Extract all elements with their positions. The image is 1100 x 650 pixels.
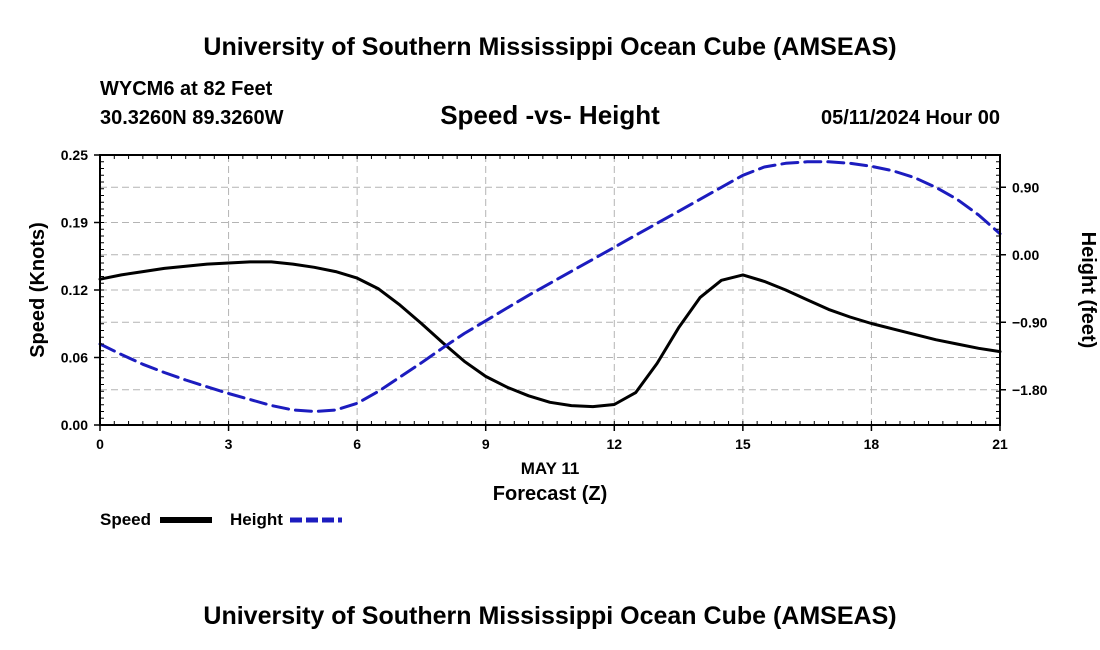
height-series-line (98, 160, 1002, 413)
series-layer (98, 160, 1002, 413)
legend: Speed Height (100, 510, 342, 529)
x-tick-label: 21 (992, 436, 1008, 452)
speed-series-line (98, 260, 1002, 409)
legend-height-label: Height (230, 510, 283, 529)
x-tick-label: 12 (606, 436, 622, 452)
coords-label: 30.3260N 89.3260W (100, 107, 284, 129)
legend-speed-label: Speed (100, 510, 151, 529)
y-right-tick-label: 0.90 (1012, 179, 1039, 195)
x-date-label: MAY 11 (521, 459, 580, 478)
title-bottom: University of Southern Mississippi Ocean… (203, 602, 896, 630)
y-left-tick-label: 0.25 (61, 147, 88, 163)
x-tick-label: 0 (96, 436, 104, 452)
datetime-label: 05/11/2024 Hour 00 (821, 107, 1000, 129)
x-tick-label: 3 (225, 436, 233, 452)
title-top: University of Southern Mississippi Ocean… (203, 33, 896, 61)
x-tick-label: 15 (735, 436, 751, 452)
y-left-tick-label: 0.19 (61, 215, 88, 231)
chart-subtitle: Speed -vs- Height (440, 100, 660, 130)
y-right-tick-label: 0.00 (1012, 247, 1039, 263)
axis-ticks: 0 3 6 9 12 15 18 21 0.00 0.06 0.12 0.19 0.25 −1.80 −0.… (61, 147, 1048, 452)
y-right-tick-label: −0.90 (1012, 314, 1048, 330)
x-tick-label: 9 (482, 436, 490, 452)
station-label: WYCM6 at 82 Feet (100, 78, 273, 100)
y-left-tick-label: 0.00 (61, 417, 88, 433)
x-tick-label: 18 (864, 436, 880, 452)
y-right-tick-label: −1.80 (1012, 382, 1048, 398)
x-tick-label: 6 (353, 436, 361, 452)
x-axis-label: Forecast (Z) (493, 483, 607, 505)
grid (100, 155, 1000, 425)
y-left-axis-label: Speed (Knots) (27, 222, 49, 358)
y-left-tick-label: 0.06 (61, 350, 88, 366)
y-left-tick-label: 0.12 (61, 282, 88, 298)
y-right-axis-label: Height (feet) (1077, 232, 1099, 349)
